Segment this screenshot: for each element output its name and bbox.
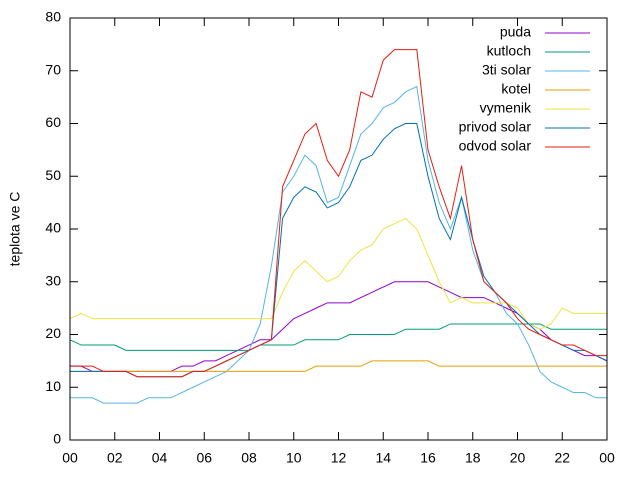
x-tick-label: 04 — [152, 450, 168, 466]
x-tick-label: 00 — [62, 450, 78, 466]
x-tick-label: 12 — [331, 450, 347, 466]
legend-label: puda — [500, 24, 531, 40]
series-line — [70, 49, 607, 378]
series-line — [70, 85, 607, 404]
series-line — [70, 360, 607, 372]
y-tick-label: 0 — [53, 431, 61, 447]
x-tick-label: 02 — [107, 450, 123, 466]
legend-label: vymenik — [480, 100, 532, 116]
legend-label: 3ti solar — [482, 62, 531, 78]
x-tick-label: 08 — [241, 450, 257, 466]
legend-label: kotel — [501, 81, 531, 97]
legend-label: kutloch — [487, 43, 531, 59]
x-tick-label: 18 — [465, 450, 481, 466]
x-tick-label: 14 — [375, 450, 391, 466]
x-tick-label: 16 — [420, 450, 436, 466]
legend-label: privod solar — [459, 119, 532, 135]
y-tick-label: 70 — [45, 61, 61, 77]
x-tick-label: 10 — [286, 450, 302, 466]
x-tick-label: 22 — [554, 450, 570, 466]
series-line — [69, 217, 607, 330]
y-tick-label: 80 — [45, 9, 61, 25]
plot-border — [69, 17, 608, 441]
y-tick-label: 10 — [45, 378, 61, 394]
y-tick-label: 30 — [45, 272, 61, 288]
y-axis-label: teplota ve C — [7, 192, 23, 267]
y-tick-label: 60 — [45, 114, 61, 130]
y-tick-label: 20 — [45, 325, 61, 341]
x-tick-label: 06 — [196, 450, 212, 466]
y-tick-label: 50 — [45, 167, 61, 183]
legend-label: odvod solar — [459, 138, 532, 154]
x-tick-label: 00 — [599, 450, 615, 466]
x-tick-label: 20 — [510, 450, 526, 466]
y-tick-label: 40 — [45, 220, 61, 236]
